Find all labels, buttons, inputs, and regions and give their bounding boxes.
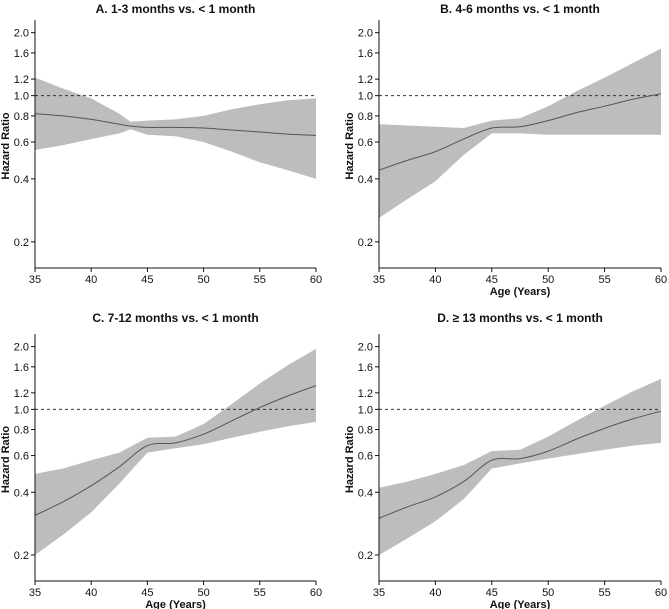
- y-axis-label: Hazard Ratio: [0, 426, 12, 494]
- x-tick-label: 35: [29, 274, 41, 286]
- x-tick-label: 45: [141, 274, 153, 286]
- x-tick-label: 40: [85, 587, 97, 599]
- chart-panel-1: A. 1-3 months vs. < 1 month 0.2 0.4 0.6 0.8 1…: [0, 2, 322, 286]
- y-tick-label: 0.2: [14, 550, 29, 562]
- confidence-band: [35, 348, 316, 555]
- y-tick-label: 1.2: [14, 74, 29, 86]
- y-tick-label: 1.0: [358, 404, 373, 416]
- chart-panel-2: B. 4-6 months vs. < 1 month 0.2 0.4 0.6 0.8 1…: [344, 2, 667, 298]
- x-tick-label: 45: [486, 587, 498, 599]
- confidence-band: [379, 48, 661, 218]
- y-tick-label: 0.8: [14, 111, 29, 123]
- y-tick-label: 0.4: [14, 174, 29, 186]
- chart-title: B. 4-6 months vs. < 1 month: [440, 2, 600, 16]
- x-tick-label: 40: [85, 274, 97, 286]
- y-tick-label: 0.6: [14, 137, 29, 149]
- x-tick-label: 45: [486, 274, 498, 286]
- y-tick-label: 0.4: [14, 487, 29, 499]
- y-tick-label: 0.8: [358, 425, 373, 437]
- y-tick-label: 1.6: [358, 362, 373, 374]
- hazard-ratio-line: [378, 410, 662, 519]
- x-tick-label: 55: [598, 274, 610, 286]
- x-tick-label: 55: [598, 587, 610, 599]
- x-tick-label: 50: [542, 587, 554, 599]
- x-axis-label: Age (Years): [145, 599, 206, 609]
- x-tick-label: 60: [310, 587, 322, 599]
- y-tick-label: 2.0: [358, 342, 373, 354]
- x-axis-label: Age (Years): [490, 286, 551, 298]
- x-tick-label: 45: [141, 587, 153, 599]
- x-tick-label: 35: [373, 274, 385, 286]
- y-tick-label: 0.8: [358, 111, 373, 123]
- y-tick-label: 2.0: [14, 342, 29, 354]
- x-tick-label: 60: [655, 587, 667, 599]
- y-tick-label: 0.4: [358, 174, 373, 186]
- x-tick-label: 40: [429, 274, 441, 286]
- y-tick-label: 1.2: [358, 388, 373, 400]
- x-tick-label: 60: [655, 274, 667, 286]
- x-tick-label: 55: [254, 587, 266, 599]
- y-tick-label: 0.4: [358, 487, 373, 499]
- x-axis-label: Age (Years): [490, 599, 551, 609]
- y-tick-label: 1.0: [358, 91, 373, 103]
- hazard-ratio-line: [378, 93, 662, 171]
- x-tick-label: 50: [542, 274, 554, 286]
- hazard-ratio-line: [34, 385, 317, 516]
- y-tick-label: 1.6: [358, 48, 373, 60]
- chart-panel-3: C. 7-12 months vs. < 1 month 0.2 0.4 0.6 0.8…: [0, 311, 322, 609]
- y-axis-label: Hazard Ratio: [0, 112, 12, 180]
- y-tick-label: 0.2: [358, 237, 373, 249]
- confidence-band: [379, 378, 661, 555]
- y-tick-label: 1.2: [14, 388, 29, 400]
- y-tick-label: 1.6: [14, 48, 29, 60]
- x-tick-label: 40: [429, 587, 441, 599]
- x-tick-label: 60: [310, 274, 322, 286]
- hazard-ratio-line: [34, 113, 317, 136]
- x-tick-label: 50: [197, 274, 209, 286]
- confidence-band: [35, 77, 316, 179]
- y-tick-label: 0.6: [14, 451, 29, 463]
- y-tick-label: 0.6: [358, 137, 373, 149]
- chart-title: D. ≥ 13 months vs. < 1 month: [437, 311, 603, 325]
- y-tick-label: 2.0: [14, 28, 29, 40]
- chart-title: C. 7-12 months vs. < 1 month: [92, 311, 258, 325]
- chart-title: A. 1-3 months vs. < 1 month: [96, 2, 256, 16]
- y-tick-label: 1.2: [358, 74, 373, 86]
- y-tick-label: 0.2: [14, 237, 29, 249]
- y-tick-label: 1.6: [14, 362, 29, 374]
- chart-panel-4: D. ≥ 13 months vs. < 1 month 0.2 0.4 0.6 0.8…: [344, 311, 667, 609]
- y-axis-label: Hazard Ratio: [344, 426, 356, 494]
- y-tick-label: 1.0: [14, 404, 29, 416]
- x-tick-label: 50: [197, 587, 209, 599]
- y-tick-label: 0.6: [358, 451, 373, 463]
- y-tick-label: 0.2: [358, 550, 373, 562]
- y-tick-label: 2.0: [358, 28, 373, 40]
- x-tick-label: 35: [29, 587, 41, 599]
- y-tick-label: 0.8: [14, 425, 29, 437]
- y-tick-label: 1.0: [14, 91, 29, 103]
- x-tick-label: 35: [373, 587, 385, 599]
- y-axis-label: Hazard Ratio: [344, 112, 356, 180]
- x-tick-label: 55: [254, 274, 266, 286]
